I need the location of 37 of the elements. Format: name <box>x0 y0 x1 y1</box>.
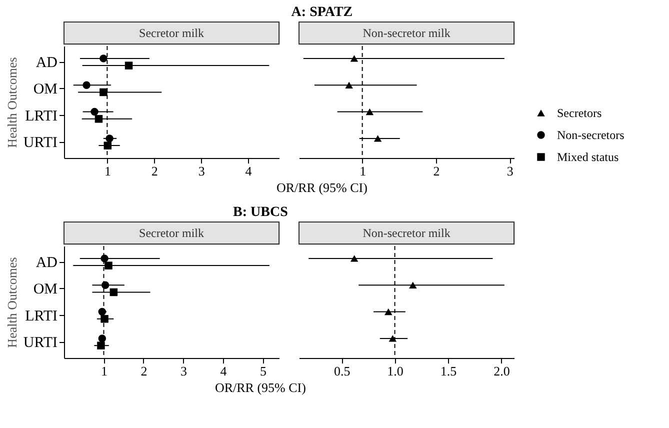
x-axis-title: OR/RR (95% CI) <box>276 180 368 195</box>
y-tick-label: AD <box>36 55 58 71</box>
x-tick-label: 4 <box>220 364 228 378</box>
y-tick-label: OM <box>33 82 58 98</box>
y-axis-title: Health Outcomes <box>4 257 20 348</box>
x-tick-label: 2 <box>151 164 158 178</box>
x-tick-label: 2 <box>140 364 148 378</box>
legend-label: Mixed status <box>557 150 619 164</box>
x-tick-label: 3 <box>198 164 205 178</box>
y-tick-label: URTI <box>23 335 58 351</box>
x-tick-label: 1.0 <box>387 364 404 378</box>
x-tick-label: 2 <box>433 164 440 178</box>
text: A: SPATZ <box>291 5 353 20</box>
x-axis-title: OR/RR (95% CI) <box>214 380 306 395</box>
x-tick-label: 1.5 <box>440 364 457 378</box>
y-tick-label: LRTI <box>25 308 58 324</box>
y-tick-label: LRTI <box>25 108 58 124</box>
y-tick-label: URTI <box>23 135 58 151</box>
chart-title: Non-secretor milk <box>362 226 450 240</box>
x-tick-label: 1 <box>104 164 111 178</box>
x-tick-label: 2.0 <box>494 364 510 378</box>
x-tick-label: 1 <box>100 364 108 378</box>
legend-label: Non-secretors <box>557 128 625 142</box>
y-tick-label: AD <box>36 255 58 271</box>
y-axis-title: Health Outcomes <box>4 57 20 148</box>
x-tick-label: 3 <box>180 364 187 378</box>
x-tick-label: 0.5 <box>334 364 350 378</box>
x-tick-label: 3 <box>506 164 514 178</box>
y-tick-label: OM <box>33 282 58 298</box>
x-tick-label: 4 <box>245 164 252 178</box>
chart-title: Secretor milk <box>139 26 204 40</box>
x-tick-label: 5 <box>260 364 266 378</box>
x-tick-label: 1 <box>360 164 366 178</box>
legend-label: Secretors <box>557 106 602 120</box>
text: B: UBCS <box>233 205 288 220</box>
chart-title: Non-secretor milk <box>362 26 450 40</box>
chart-title: Secretor milk <box>139 226 204 240</box>
